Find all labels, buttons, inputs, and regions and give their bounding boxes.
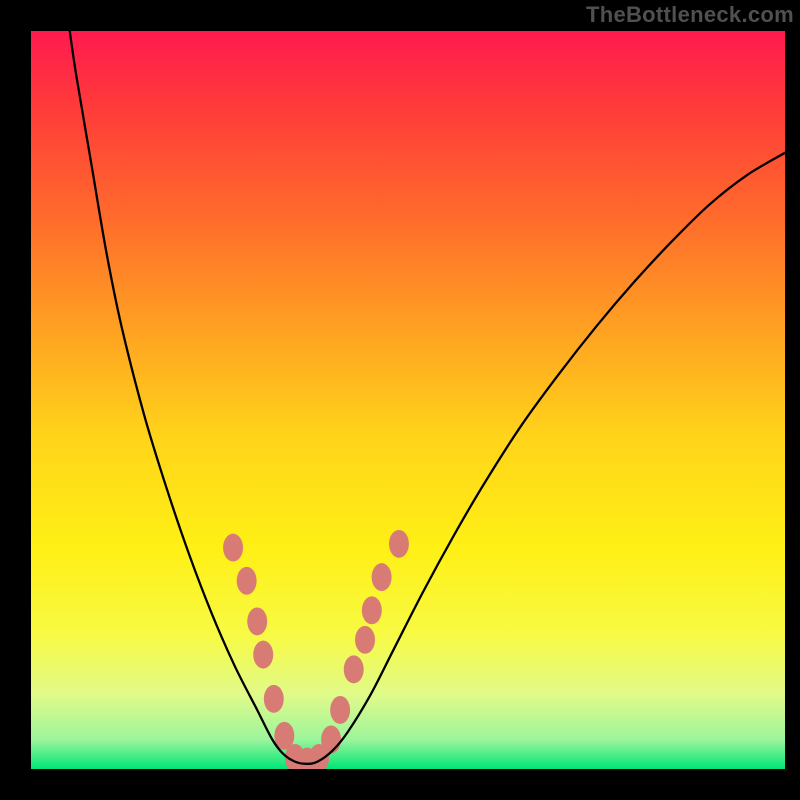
plot-area <box>30 30 786 770</box>
watermark-label: TheBottleneck.com <box>586 0 800 28</box>
figure-root: TheBottleneck.com <box>0 0 800 800</box>
gradient-background <box>31 31 785 769</box>
